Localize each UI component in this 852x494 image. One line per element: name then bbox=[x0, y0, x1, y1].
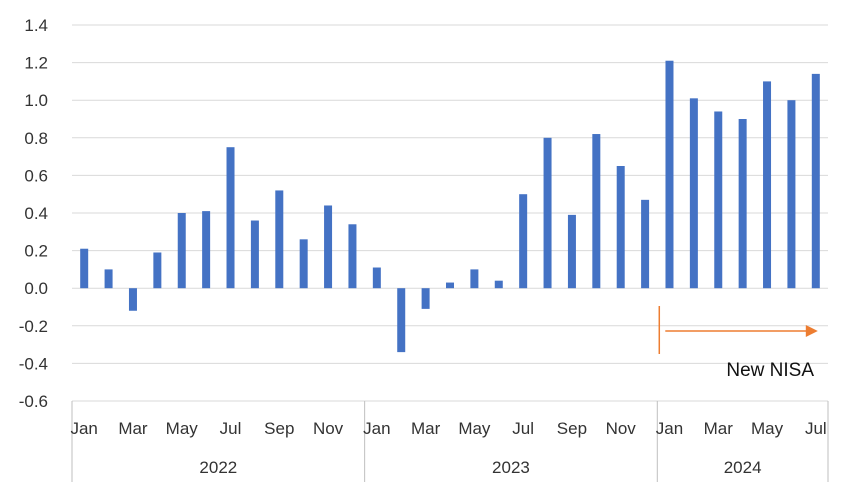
month-label: Jan bbox=[363, 419, 390, 438]
bar bbox=[226, 147, 235, 289]
bar bbox=[80, 248, 89, 289]
month-label: Sep bbox=[264, 419, 294, 438]
y-tick-label: 1.4 bbox=[24, 16, 48, 35]
y-axis-ticks: 1.4 1.2 1.0 0.8 0.6 0.4 0.2 0.0 -0.2 -0.4 -0.6 bbox=[19, 16, 48, 411]
bar bbox=[641, 199, 650, 289]
bar bbox=[128, 288, 137, 311]
grid-lines bbox=[72, 24, 828, 402]
bar bbox=[689, 98, 698, 289]
y-tick-label: -0.2 bbox=[19, 317, 48, 336]
y-tick-label: -0.4 bbox=[19, 354, 48, 373]
y-tick-label: 0.8 bbox=[24, 129, 48, 148]
bar bbox=[153, 252, 162, 289]
bar bbox=[177, 213, 186, 289]
year-label: 2024 bbox=[724, 458, 762, 477]
bar bbox=[250, 220, 259, 289]
bar bbox=[446, 282, 454, 289]
month-label: Nov bbox=[606, 419, 637, 438]
bar bbox=[738, 119, 747, 289]
y-tick-label: 0.2 bbox=[24, 242, 48, 261]
year-labels: 2022 2023 2024 bbox=[199, 458, 761, 477]
bar-series bbox=[80, 60, 820, 353]
y-tick-label: 0.6 bbox=[24, 166, 48, 185]
bar bbox=[348, 224, 357, 289]
month-labels: Jan Mar May Jul Sep Nov Jan Mar May Jul Sep Nov Jan M… bbox=[70, 419, 826, 438]
month-label: Jan bbox=[70, 419, 97, 438]
category-axis bbox=[71, 401, 829, 482]
y-tick-label: -0.6 bbox=[19, 392, 48, 411]
bar bbox=[787, 100, 796, 289]
y-tick-label: 1.2 bbox=[24, 54, 48, 73]
month-label: Mar bbox=[704, 419, 734, 438]
bar bbox=[324, 205, 333, 289]
bar bbox=[616, 166, 625, 289]
bar bbox=[763, 81, 772, 289]
year-label: 2023 bbox=[492, 458, 530, 477]
month-label: Sep bbox=[557, 419, 587, 438]
bar bbox=[275, 190, 284, 289]
bar bbox=[299, 239, 308, 289]
month-label: Nov bbox=[313, 419, 344, 438]
annotation-label: New NISA bbox=[726, 360, 814, 381]
month-label: Mar bbox=[411, 419, 441, 438]
bar bbox=[519, 194, 528, 289]
bar bbox=[714, 111, 723, 289]
bar bbox=[567, 214, 576, 289]
new-nisa-annotation: New NISA bbox=[658, 306, 818, 381]
bar bbox=[494, 280, 503, 289]
bar bbox=[397, 288, 406, 353]
y-tick-label: 0.0 bbox=[24, 279, 48, 298]
bar bbox=[470, 269, 479, 289]
month-label: May bbox=[166, 419, 199, 438]
year-label: 2022 bbox=[199, 458, 237, 477]
bar bbox=[104, 269, 113, 289]
bar bbox=[592, 134, 601, 289]
month-label: Jan bbox=[656, 419, 683, 438]
bar bbox=[811, 73, 820, 289]
bar bbox=[543, 137, 552, 289]
month-label: May bbox=[458, 419, 491, 438]
y-tick-label: 1.0 bbox=[24, 91, 48, 110]
month-label: Jul bbox=[805, 419, 827, 438]
month-label: May bbox=[751, 419, 784, 438]
bar bbox=[372, 267, 381, 289]
month-label: Mar bbox=[118, 419, 148, 438]
month-label: Jul bbox=[512, 419, 534, 438]
bar bbox=[665, 60, 674, 289]
annotation-arrowhead bbox=[805, 325, 818, 337]
month-label: Jul bbox=[220, 419, 242, 438]
y-tick-label: 0.4 bbox=[24, 204, 48, 223]
bar bbox=[421, 288, 430, 309]
bar bbox=[202, 211, 211, 289]
